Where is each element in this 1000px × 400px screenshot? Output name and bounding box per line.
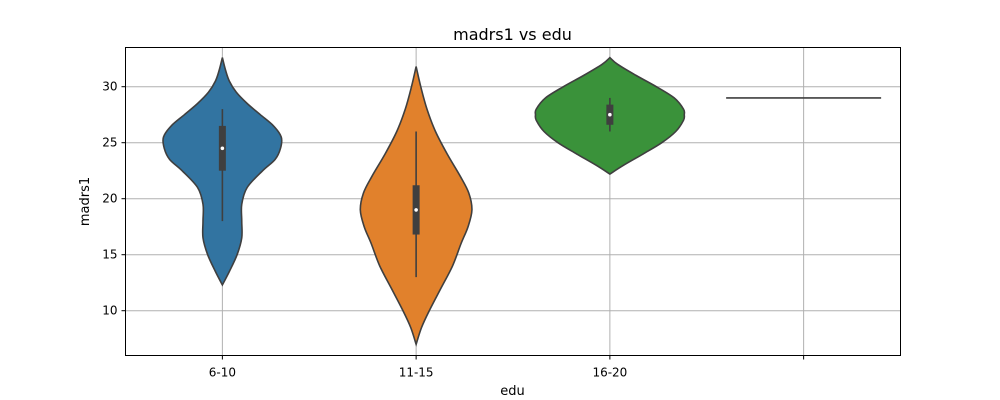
y-tick-label: 30 <box>102 80 117 94</box>
y-axis-label: madrs1 <box>78 177 93 226</box>
x-tick-label: 6-10 <box>209 366 236 380</box>
chart-title: madrs1 vs edu <box>453 25 572 44</box>
x-axis-label: edu <box>500 384 525 399</box>
violin-group <box>162 57 283 287</box>
y-tick-label: 15 <box>102 248 117 262</box>
x-tick-label: 11-15 <box>399 366 434 380</box>
y-tick-label: 25 <box>102 136 117 150</box>
violin-median <box>414 208 418 212</box>
violin-median <box>608 112 612 117</box>
plot-frame <box>125 47 901 356</box>
y-tick-label: 10 <box>102 304 117 318</box>
violin-group <box>359 66 473 347</box>
y-tick-label: 20 <box>102 192 117 206</box>
x-tick-label: 16-20 <box>592 366 627 380</box>
violin-layer <box>162 56 882 347</box>
violin-median <box>220 146 225 151</box>
violin-group <box>534 56 686 176</box>
tick-layer: 10 15 20 25 30 6-10 11-15 16-20 <box>102 80 805 380</box>
